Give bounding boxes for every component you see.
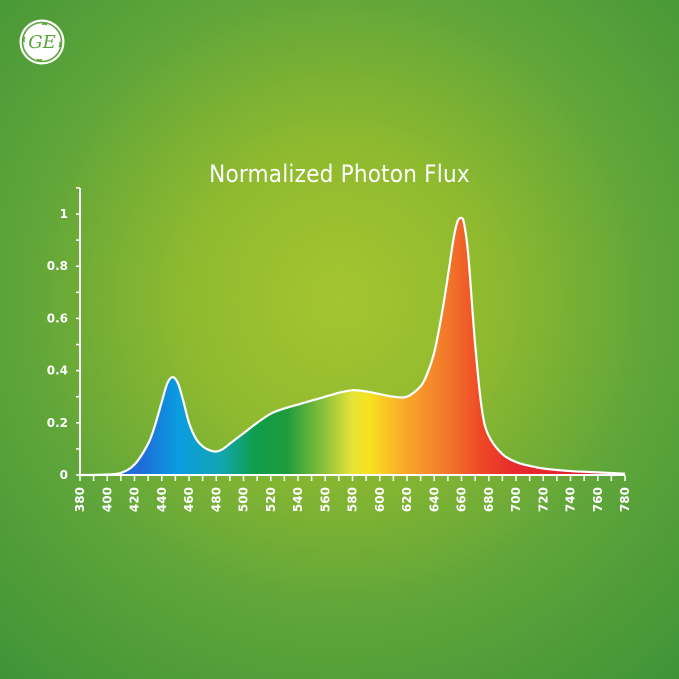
x-tick-label: 640 (427, 487, 441, 512)
x-tick-label: 520 (264, 487, 278, 512)
spectrum-area (80, 217, 625, 476)
x-tick-label: 760 (591, 487, 605, 512)
y-tick-label: 0.4 (47, 364, 68, 378)
x-tick-label: 740 (564, 487, 578, 512)
x-tick-label: 440 (155, 487, 169, 512)
svg-text:GE: GE (28, 32, 56, 53)
x-tick-label: 620 (400, 487, 414, 512)
y-tick-label: 0.6 (47, 311, 68, 325)
x-tick-label: 480 (209, 487, 223, 512)
spectrum-line (79, 216, 626, 477)
y-tick-label: 0.2 (47, 416, 68, 430)
x-tick-label: 780 (618, 487, 632, 512)
x-tick-label: 680 (482, 487, 496, 512)
x-tick-label: 420 (128, 487, 142, 512)
y-tick-label: 1 (60, 207, 68, 221)
x-tick-label: 720 (536, 487, 550, 512)
x-tick-label: 560 (318, 487, 332, 512)
y-tick-label: 0.8 (47, 259, 68, 273)
x-tick-label: 600 (373, 487, 387, 512)
x-tick-label: 380 (73, 487, 87, 512)
ge-monogram-logo: GE (19, 19, 65, 65)
x-tick-label: 700 (509, 487, 523, 512)
x-tick-label: 400 (100, 487, 114, 512)
y-tick-label: 0 (60, 468, 68, 482)
x-tick-label: 580 (346, 487, 360, 512)
x-tick-label: 540 (291, 487, 305, 512)
x-tick-label: 460 (182, 487, 196, 512)
x-tick-label: 500 (237, 487, 251, 512)
chart-title: Normalized Photon Flux (209, 160, 470, 188)
x-tick-label: 660 (455, 487, 469, 512)
